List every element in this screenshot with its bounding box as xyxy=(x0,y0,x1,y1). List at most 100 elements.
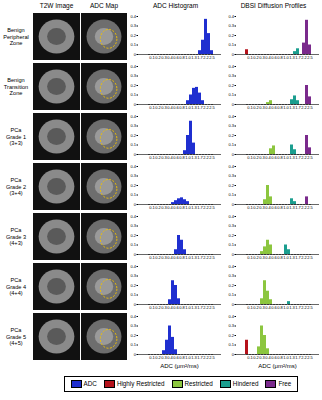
svg-text:2.5: 2.5 xyxy=(307,305,313,310)
svg-text:0: 0 xyxy=(134,102,137,107)
svg-text:0.3: 0.3 xyxy=(228,273,234,278)
html-text:PCa Grade 5 (4+5): PCa Grade 5 (4+5) xyxy=(5,327,27,347)
svg-text:0.2: 0.2 xyxy=(228,133,234,138)
svg-text:0: 0 xyxy=(232,52,235,57)
svg-text:0.2: 0.2 xyxy=(130,83,136,88)
svg-text:0.4: 0.4 xyxy=(228,164,234,169)
svg-text:0.4: 0.4 xyxy=(130,14,136,19)
svg-text:0.3: 0.3 xyxy=(130,323,136,328)
svg-text:0: 0 xyxy=(134,202,137,207)
svg-text:0.3: 0.3 xyxy=(228,173,234,178)
svg-text:2.5: 2.5 xyxy=(209,55,215,60)
svg-text:0.2: 0.2 xyxy=(130,283,136,288)
svg-text:2.5: 2.5 xyxy=(307,255,313,260)
svg-text:0.2: 0.2 xyxy=(228,183,234,188)
svg-text:0: 0 xyxy=(134,302,137,307)
html-text:Hindered: Hindered xyxy=(232,380,259,387)
svg-text:0.3: 0.3 xyxy=(130,23,136,28)
svg-text:0: 0 xyxy=(232,102,235,107)
svg-text:0.4: 0.4 xyxy=(228,264,234,269)
svg-text:0.1: 0.1 xyxy=(228,242,234,247)
svg-text:0: 0 xyxy=(134,352,137,357)
svg-text:0.1: 0.1 xyxy=(130,342,136,347)
svg-text:0.2: 0.2 xyxy=(228,83,234,88)
svg-text:2.5: 2.5 xyxy=(307,155,313,160)
svg-text:0.3: 0.3 xyxy=(228,73,234,78)
svg-text:2.5: 2.5 xyxy=(307,205,313,210)
svg-text:0.4: 0.4 xyxy=(130,164,136,169)
svg-text:0.1: 0.1 xyxy=(228,92,234,97)
html-text:Highly Restricted: Highly Restricted xyxy=(116,380,165,387)
svg-text:0.3: 0.3 xyxy=(130,73,136,78)
svg-text:0.1: 0.1 xyxy=(130,192,136,197)
html-text:Benign Peripheral Zone: Benign Peripheral Zone xyxy=(3,27,29,47)
svg-text:0.2: 0.2 xyxy=(130,233,136,238)
svg-text:2.5: 2.5 xyxy=(307,55,313,60)
html-text:Restricted: Restricted xyxy=(184,380,213,387)
svg-text:2.5: 2.5 xyxy=(307,105,313,110)
html-text:PCa Grade 3 (4+3): PCa Grade 3 (4+3) xyxy=(5,227,27,247)
svg-text:0.3: 0.3 xyxy=(228,223,234,228)
html-text:Benign Transition Zone: Benign Transition Zone xyxy=(3,77,29,97)
svg-text:2.5: 2.5 xyxy=(307,355,313,360)
svg-text:0: 0 xyxy=(232,202,235,207)
svg-text:0.2: 0.2 xyxy=(228,333,234,338)
svg-text:0: 0 xyxy=(232,152,235,157)
html-text:Free: Free xyxy=(278,380,292,387)
svg-text:0.1: 0.1 xyxy=(130,242,136,247)
svg-text:0.4: 0.4 xyxy=(130,114,136,119)
svg-text:0: 0 xyxy=(134,152,137,157)
svg-text:0.4: 0.4 xyxy=(228,64,234,69)
svg-text:0.4: 0.4 xyxy=(228,314,234,319)
svg-text:0: 0 xyxy=(232,252,235,257)
svg-text:0.4: 0.4 xyxy=(130,314,136,319)
svg-text:0.2: 0.2 xyxy=(228,283,234,288)
svg-text:0.2: 0.2 xyxy=(130,333,136,338)
html-text:ADC Histogram: ADC Histogram xyxy=(152,2,199,9)
svg-text:0.2: 0.2 xyxy=(130,183,136,188)
html-text:ADC: ADC xyxy=(83,380,97,387)
svg-text:2.5: 2.5 xyxy=(209,105,215,110)
svg-text:0.1: 0.1 xyxy=(228,342,234,347)
svg-text:0.3: 0.3 xyxy=(228,23,234,28)
svg-text:0.1: 0.1 xyxy=(228,142,234,147)
svg-text:0.1: 0.1 xyxy=(228,42,234,47)
svg-text:2.5: 2.5 xyxy=(209,255,215,260)
svg-text:2.5: 2.5 xyxy=(209,155,215,160)
svg-text:2.5: 2.5 xyxy=(209,305,215,310)
svg-text:0.4: 0.4 xyxy=(228,114,234,119)
svg-text:2.5: 2.5 xyxy=(209,205,215,210)
svg-text:0.2: 0.2 xyxy=(130,33,136,38)
svg-text:0.1: 0.1 xyxy=(228,192,234,197)
html-text:ADC Map: ADC Map xyxy=(89,2,119,9)
html-text:PCa Grade 4 (4+4): PCa Grade 4 (4+4) xyxy=(5,277,27,297)
svg-text:0.4: 0.4 xyxy=(228,14,234,19)
svg-text:0.3: 0.3 xyxy=(228,123,234,128)
svg-text:0.2: 0.2 xyxy=(130,133,136,138)
svg-text:0.4: 0.4 xyxy=(130,264,136,269)
html-text:T2W Image: T2W Image xyxy=(39,2,74,9)
html-text:PCa Grade 2 (3+4): PCa Grade 2 (3+4) xyxy=(5,177,27,197)
svg-text:0.1: 0.1 xyxy=(130,92,136,97)
svg-text:0.4: 0.4 xyxy=(130,214,136,219)
svg-text:0.1: 0.1 xyxy=(228,292,234,297)
svg-text:0: 0 xyxy=(232,302,235,307)
svg-text:2.5: 2.5 xyxy=(209,355,215,360)
svg-text:0.3: 0.3 xyxy=(130,273,136,278)
html-text:PCa Grade 1 (3+3): PCa Grade 1 (3+3) xyxy=(5,127,27,147)
svg-text:0.2: 0.2 xyxy=(228,33,234,38)
svg-text:0.1: 0.1 xyxy=(130,142,136,147)
svg-text:0.4: 0.4 xyxy=(228,214,234,219)
svg-text:0.3: 0.3 xyxy=(130,223,136,228)
svg-text:0.3: 0.3 xyxy=(130,123,136,128)
svg-text:0.1: 0.1 xyxy=(130,292,136,297)
html-text:DBSI Diffusion Profiles: DBSI Diffusion Profiles xyxy=(240,2,307,9)
svg-text:0: 0 xyxy=(134,252,137,257)
svg-text:0: 0 xyxy=(232,352,235,357)
svg-text:0.3: 0.3 xyxy=(228,323,234,328)
svg-text:0.3: 0.3 xyxy=(130,173,136,178)
svg-text:0.2: 0.2 xyxy=(228,233,234,238)
svg-text:0.1: 0.1 xyxy=(130,42,136,47)
svg-text:0.4: 0.4 xyxy=(130,64,136,69)
svg-text:0: 0 xyxy=(134,52,137,57)
